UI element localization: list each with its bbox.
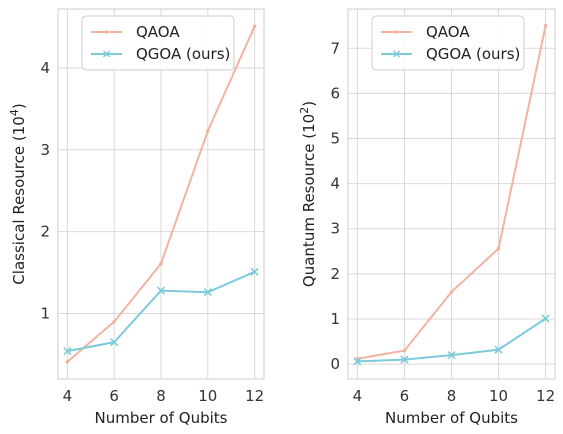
data-point-qgoa [353,357,362,366]
y-axis-label-exponent: 4 [8,109,21,116]
legend-label: QGOA (ours) [426,45,520,63]
data-point-qaoa [496,246,501,251]
legend-x-marker [392,50,401,58]
x-axis-label: Number of Qubits [385,409,518,427]
x-marker-stroke [110,338,119,347]
data-point-qgoa [494,345,503,354]
data-point-qgoa [250,267,259,276]
data-point-qaoa [159,261,163,266]
legend-dot-marker [104,30,109,34]
x-tick-label: 8 [447,387,457,405]
data-point-qgoa [203,288,212,297]
legend-label: QAOA [136,23,180,41]
x-tick-label: 10 [489,387,508,405]
x-tick-label: 6 [109,387,119,405]
data-point-qaoa [65,360,70,364]
y-axis-label: Quantum Resource (102) [298,101,318,287]
x-marker-stroke [400,355,409,364]
legend: QAOA QGOA (ours) [371,15,525,71]
data-point-qgoa [541,314,550,323]
x-tick-label: 4 [353,387,363,405]
y-tick-label: 4 [40,59,50,77]
x-marker-stroke [156,286,166,295]
data-point-qaoa [206,129,210,133]
y-axis-label-close: ) [300,101,318,107]
legend-label: QGOA (ours) [136,45,230,63]
y-tick-label: 2 [40,223,50,241]
data-point-qaoa [402,348,407,353]
data-point-qaoa [543,23,548,28]
x-marker-stroke [353,357,362,366]
x-tick-label: 8 [156,387,166,405]
data-point-qgoa [156,286,166,295]
y-tick-label: 3 [330,220,340,238]
data-point-qaoa [449,290,454,294]
x-tick-label: 4 [63,387,73,405]
x-tick-label: 6 [400,387,410,405]
x-marker-stroke [494,345,503,354]
x-marker-stroke [447,351,456,360]
legend-label: QAOA [426,23,470,41]
y-axis-label-text: Classical Resource (10 [10,116,28,285]
x-tick-label: 12 [536,387,555,405]
legend-x-marker [102,50,111,58]
y-axis-label-text: Quantum Resource (10 [300,114,318,287]
y-axis-label: Classical Resource (104) [8,103,28,284]
data-point-qaoa [252,24,257,28]
y-tick-label: 0 [330,355,340,373]
x-axis-label: Number of Qubits [95,409,228,427]
data-point-qgoa [447,351,456,360]
y-tick-label: 1 [330,310,340,328]
y-tick-label: 6 [330,84,340,102]
x-tick-label: 10 [198,387,217,405]
x-marker-stroke [203,288,212,297]
data-point-qgoa [63,347,72,356]
x-marker-stroke [541,314,550,323]
legend: QAOA QGOA (ours) [81,15,235,71]
y-tick-label: 2 [330,265,340,283]
x-marker-stroke [63,347,72,356]
y-tick-label: 4 [330,175,340,193]
x-tick-label: 12 [245,387,264,405]
y-tick-label: 1 [40,305,50,323]
y-tick-label: 7 [330,39,340,57]
legend-box [371,15,525,71]
plot-frame [347,8,556,380]
y-axis-label-close: ) [10,103,28,109]
y-tick-label: 5 [330,130,340,148]
y-tick-label: 3 [40,141,50,159]
y-axis-label-exponent: 2 [298,107,311,114]
legend-box [81,15,235,71]
plot-frame [57,8,265,380]
x-marker-stroke [250,267,259,276]
data-point-qgoa [400,355,409,364]
data-point-qgoa [110,338,119,347]
legend-dot-marker [394,30,399,34]
data-point-qaoa [112,319,116,324]
